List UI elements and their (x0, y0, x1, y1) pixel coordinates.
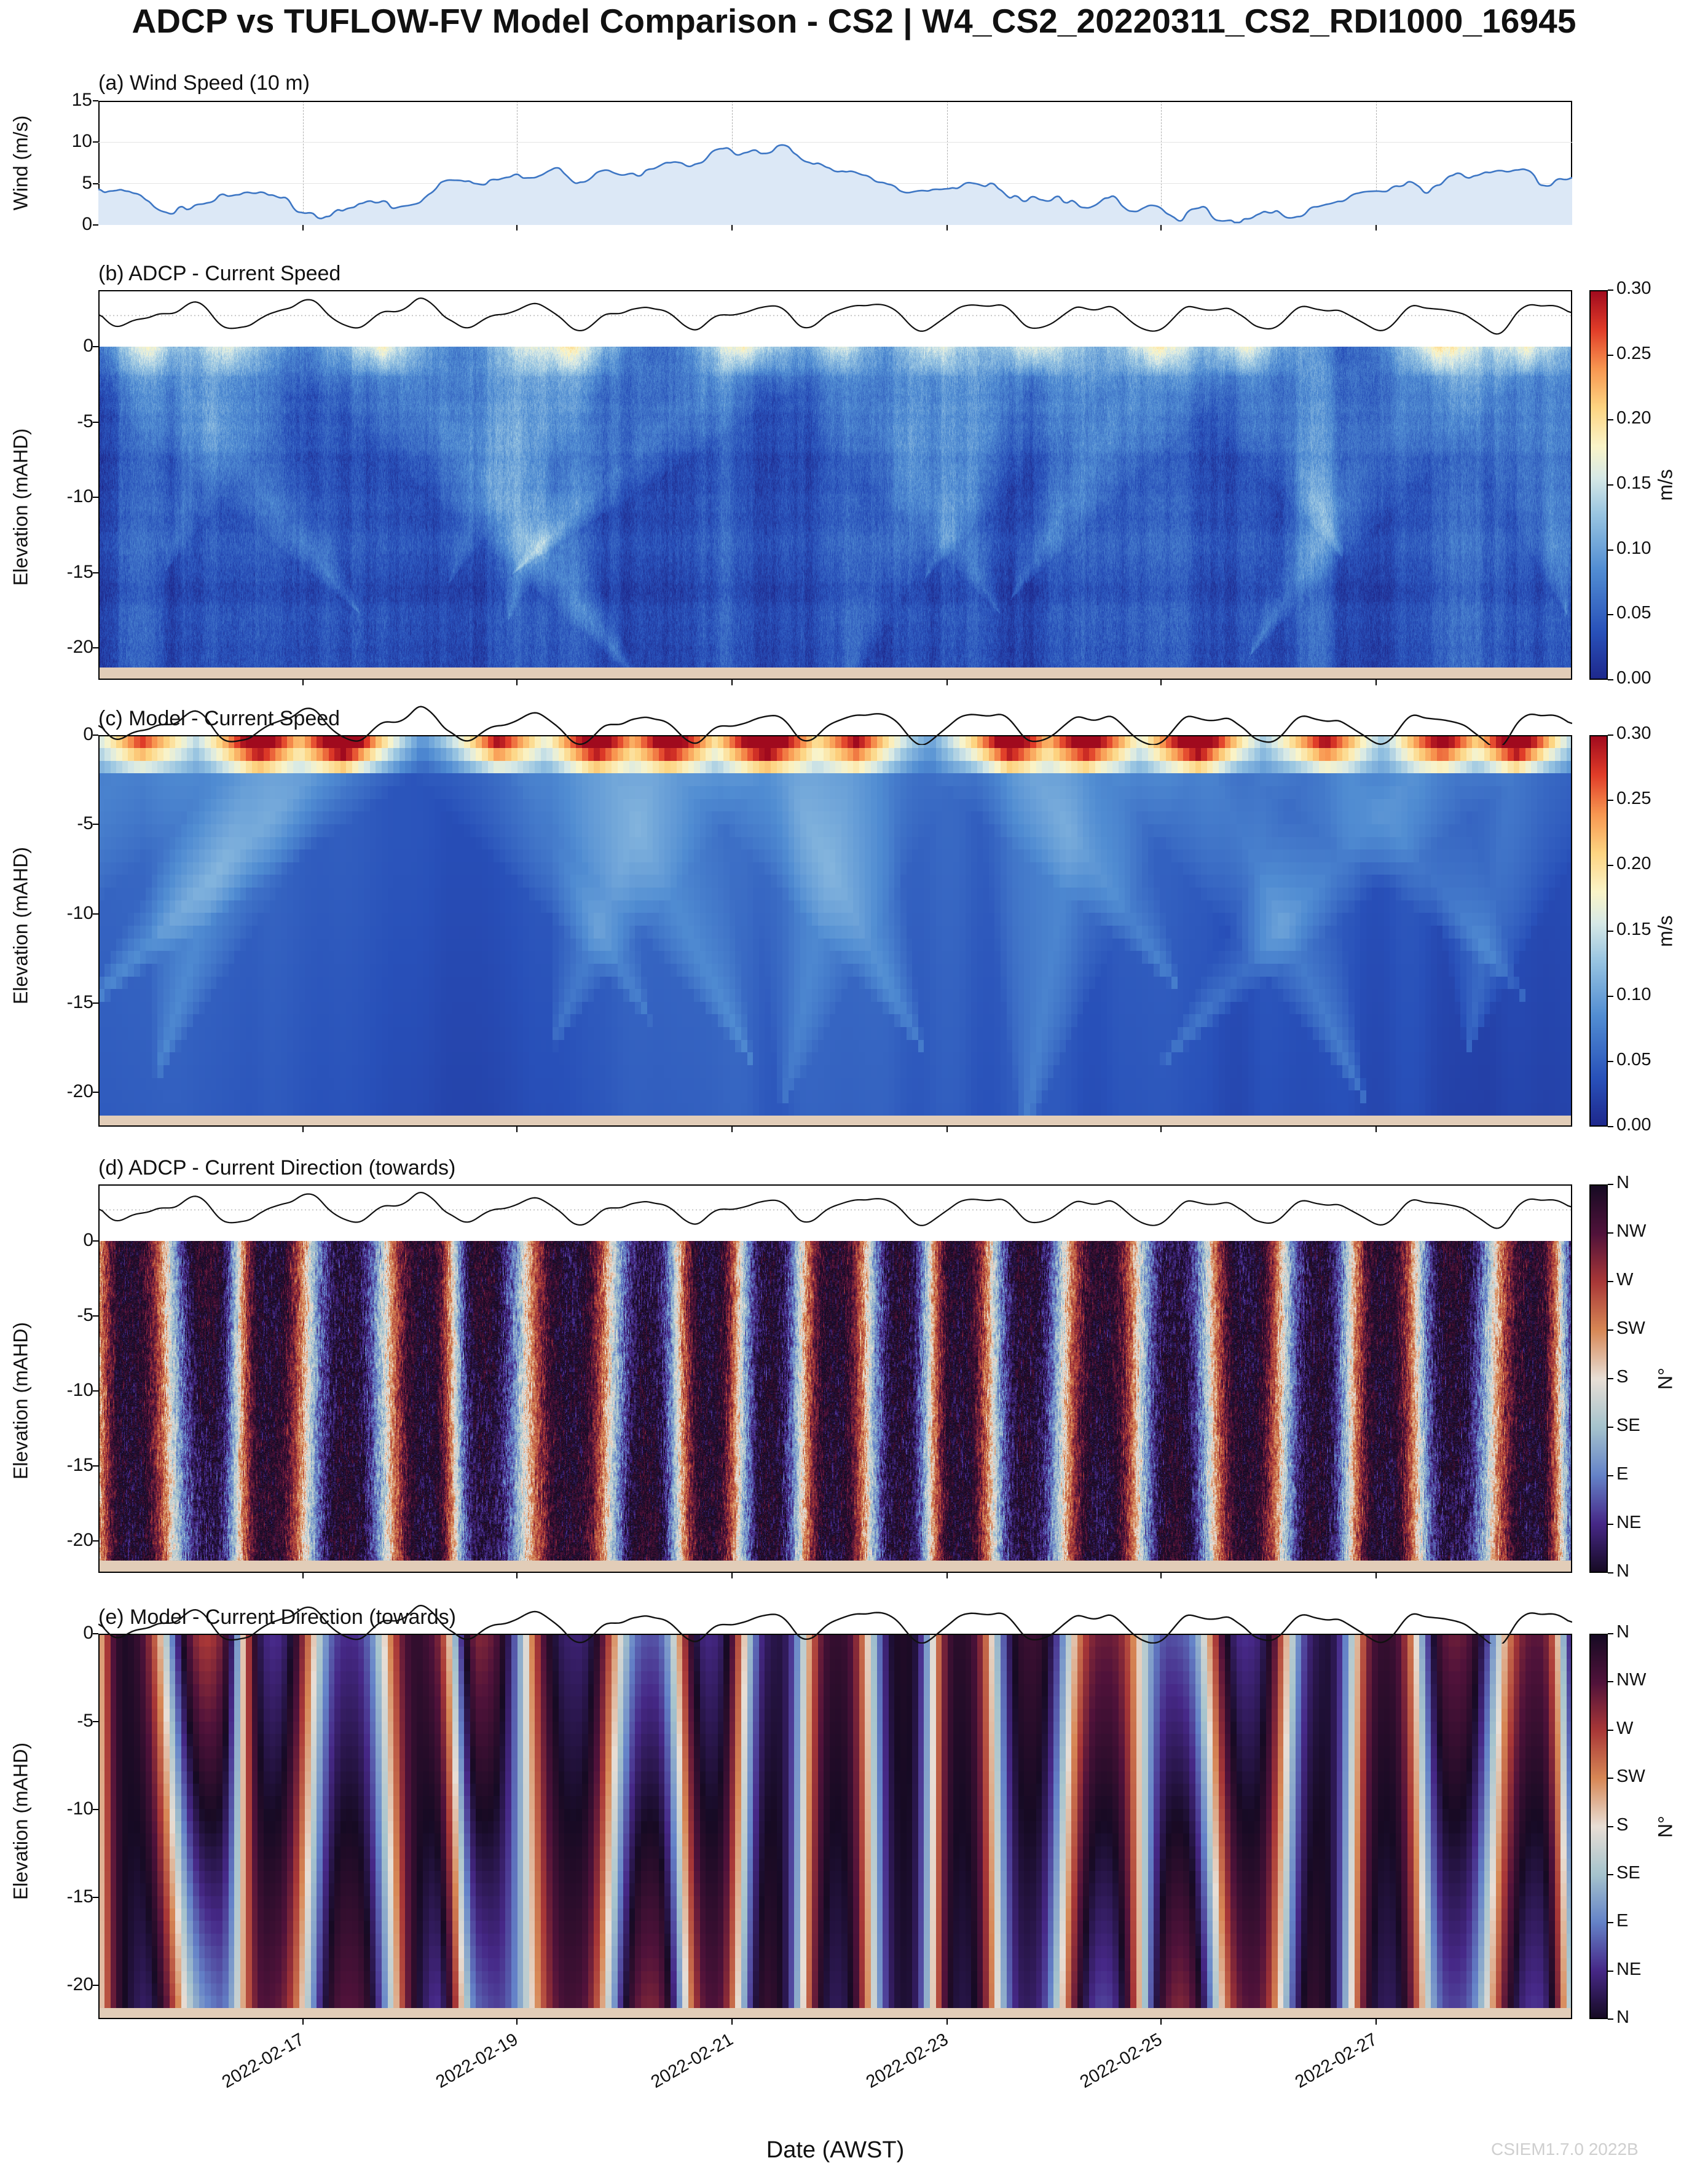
svg-text:2022-02-21: 2022-02-21 (648, 2030, 736, 2092)
svg-text:2022-02-19: 2022-02-19 (433, 2030, 521, 2092)
svg-text:2022-02-17: 2022-02-17 (219, 2030, 307, 2092)
svg-text:Elevation (mAHD): Elevation (mAHD) (9, 1322, 31, 1479)
svg-text:Elevation (mAHD): Elevation (mAHD) (9, 1742, 31, 1899)
svg-text:2022-02-25: 2022-02-25 (1077, 2030, 1165, 2092)
svg-text:Wind (m/s): Wind (m/s) (9, 116, 31, 211)
svg-text:m/s: m/s (1654, 915, 1676, 947)
svg-text:Elevation (mAHD): Elevation (mAHD) (9, 428, 31, 586)
svg-text:N°: N° (1654, 1816, 1676, 1838)
svg-text:Elevation (mAHD): Elevation (mAHD) (9, 846, 31, 1004)
svg-text:2022-02-27: 2022-02-27 (1292, 2030, 1380, 2092)
svg-text:N°: N° (1654, 1368, 1676, 1390)
svg-text:2022-02-23: 2022-02-23 (863, 2030, 951, 2092)
svg-text:m/s: m/s (1654, 469, 1676, 501)
